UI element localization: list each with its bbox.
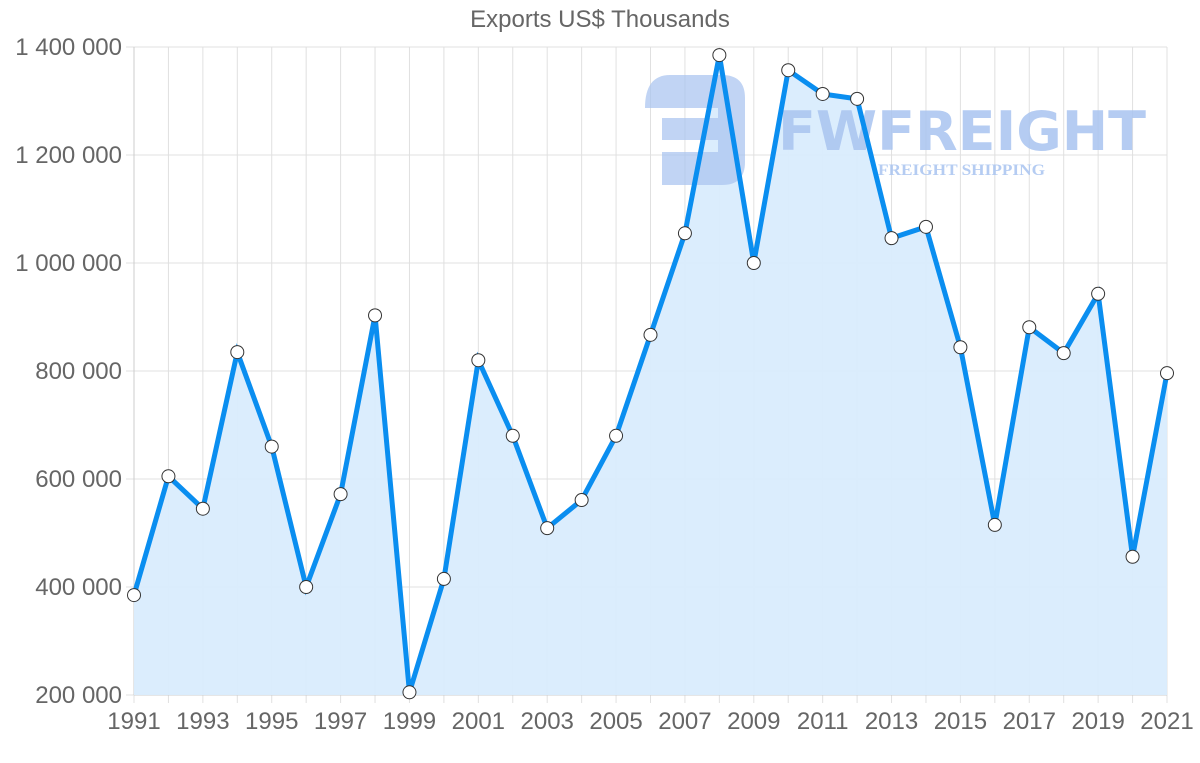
y-tick-label: 600 000 (35, 466, 122, 493)
x-tick-label: 2001 (452, 708, 505, 735)
area-fill (134, 55, 1167, 696)
data-point[interactable] (850, 91, 865, 106)
area-path (134, 55, 1167, 696)
data-point[interactable] (1125, 549, 1140, 564)
data-point[interactable] (643, 327, 658, 342)
y-tick-label: 400 000 (35, 574, 122, 601)
y-tick-label: 200 000 (35, 682, 122, 709)
x-tick-label: 2015 (934, 708, 987, 735)
data-point[interactable] (712, 48, 727, 63)
data-point[interactable] (746, 256, 761, 270)
data-point[interactable] (195, 501, 210, 516)
x-tick-label: 2013 (865, 708, 918, 735)
data-point[interactable] (574, 493, 589, 508)
data-point[interactable] (368, 308, 383, 323)
fwfreight-watermark: FWFREIGHT FREIGHT SHIPPING (645, 75, 1146, 185)
x-tick-label: 2021 (1140, 708, 1193, 735)
watermark-tagline-text: FREIGHT SHIPPING (878, 162, 1046, 179)
data-point[interactable] (677, 226, 692, 241)
data-point[interactable] (1056, 346, 1071, 361)
data-point[interactable] (918, 219, 933, 234)
x-tick-label: 2017 (1003, 708, 1056, 735)
data-point[interactable] (333, 487, 348, 502)
watermark-brand-text: FWFREIGHT (778, 100, 1146, 163)
y-tick-label: 1 000 000 (15, 250, 122, 277)
data-point[interactable] (299, 580, 314, 594)
x-tick-label: 1999 (383, 708, 436, 735)
data-point[interactable] (953, 340, 968, 355)
data-point[interactable] (127, 588, 141, 603)
data-point[interactable] (230, 345, 245, 360)
y-tick-label: 800 000 (35, 358, 122, 385)
data-point[interactable] (815, 86, 830, 101)
data-point[interactable] (540, 521, 555, 536)
y-tick-label: 1 200 000 (15, 142, 122, 169)
data-point[interactable] (1022, 320, 1037, 335)
x-tick-label: 2011 (797, 708, 849, 735)
data-point[interactable] (471, 353, 486, 368)
x-tick-label: 2003 (521, 708, 574, 735)
data-point[interactable] (505, 428, 520, 443)
fwfreight-logo-icon (645, 75, 745, 185)
x-tick-label: 2007 (658, 708, 711, 735)
data-point[interactable] (436, 571, 451, 586)
data-point[interactable] (987, 517, 1002, 532)
data-point[interactable] (161, 469, 176, 484)
data-point[interactable] (402, 685, 417, 700)
data-point[interactable] (264, 439, 279, 454)
data-point[interactable] (781, 63, 796, 78)
x-tick-label: 1995 (245, 708, 298, 735)
data-point[interactable] (1160, 366, 1174, 381)
y-axis: 200 000 400 000 600 000 800 000 1 000 000 1 2… (15, 34, 122, 709)
chart-title: Exports US$ Thousands (470, 6, 730, 33)
x-tick-label: 2009 (727, 708, 780, 735)
data-markers (127, 48, 1174, 700)
x-tick-label: 2019 (1071, 708, 1124, 735)
x-tick-label: 1991 (107, 708, 160, 735)
x-axis: 1991 1993 1995 1997 1999 2001 2003 2005 2007 2009… (107, 708, 1193, 735)
x-tick-label: 1997 (314, 708, 367, 735)
data-point[interactable] (884, 231, 899, 246)
data-point[interactable] (1091, 286, 1106, 301)
x-tick-label: 2005 (589, 708, 642, 735)
y-tick-label: 1 400 000 (15, 34, 122, 61)
data-point[interactable] (609, 428, 624, 443)
x-tick-label: 1993 (176, 708, 229, 735)
